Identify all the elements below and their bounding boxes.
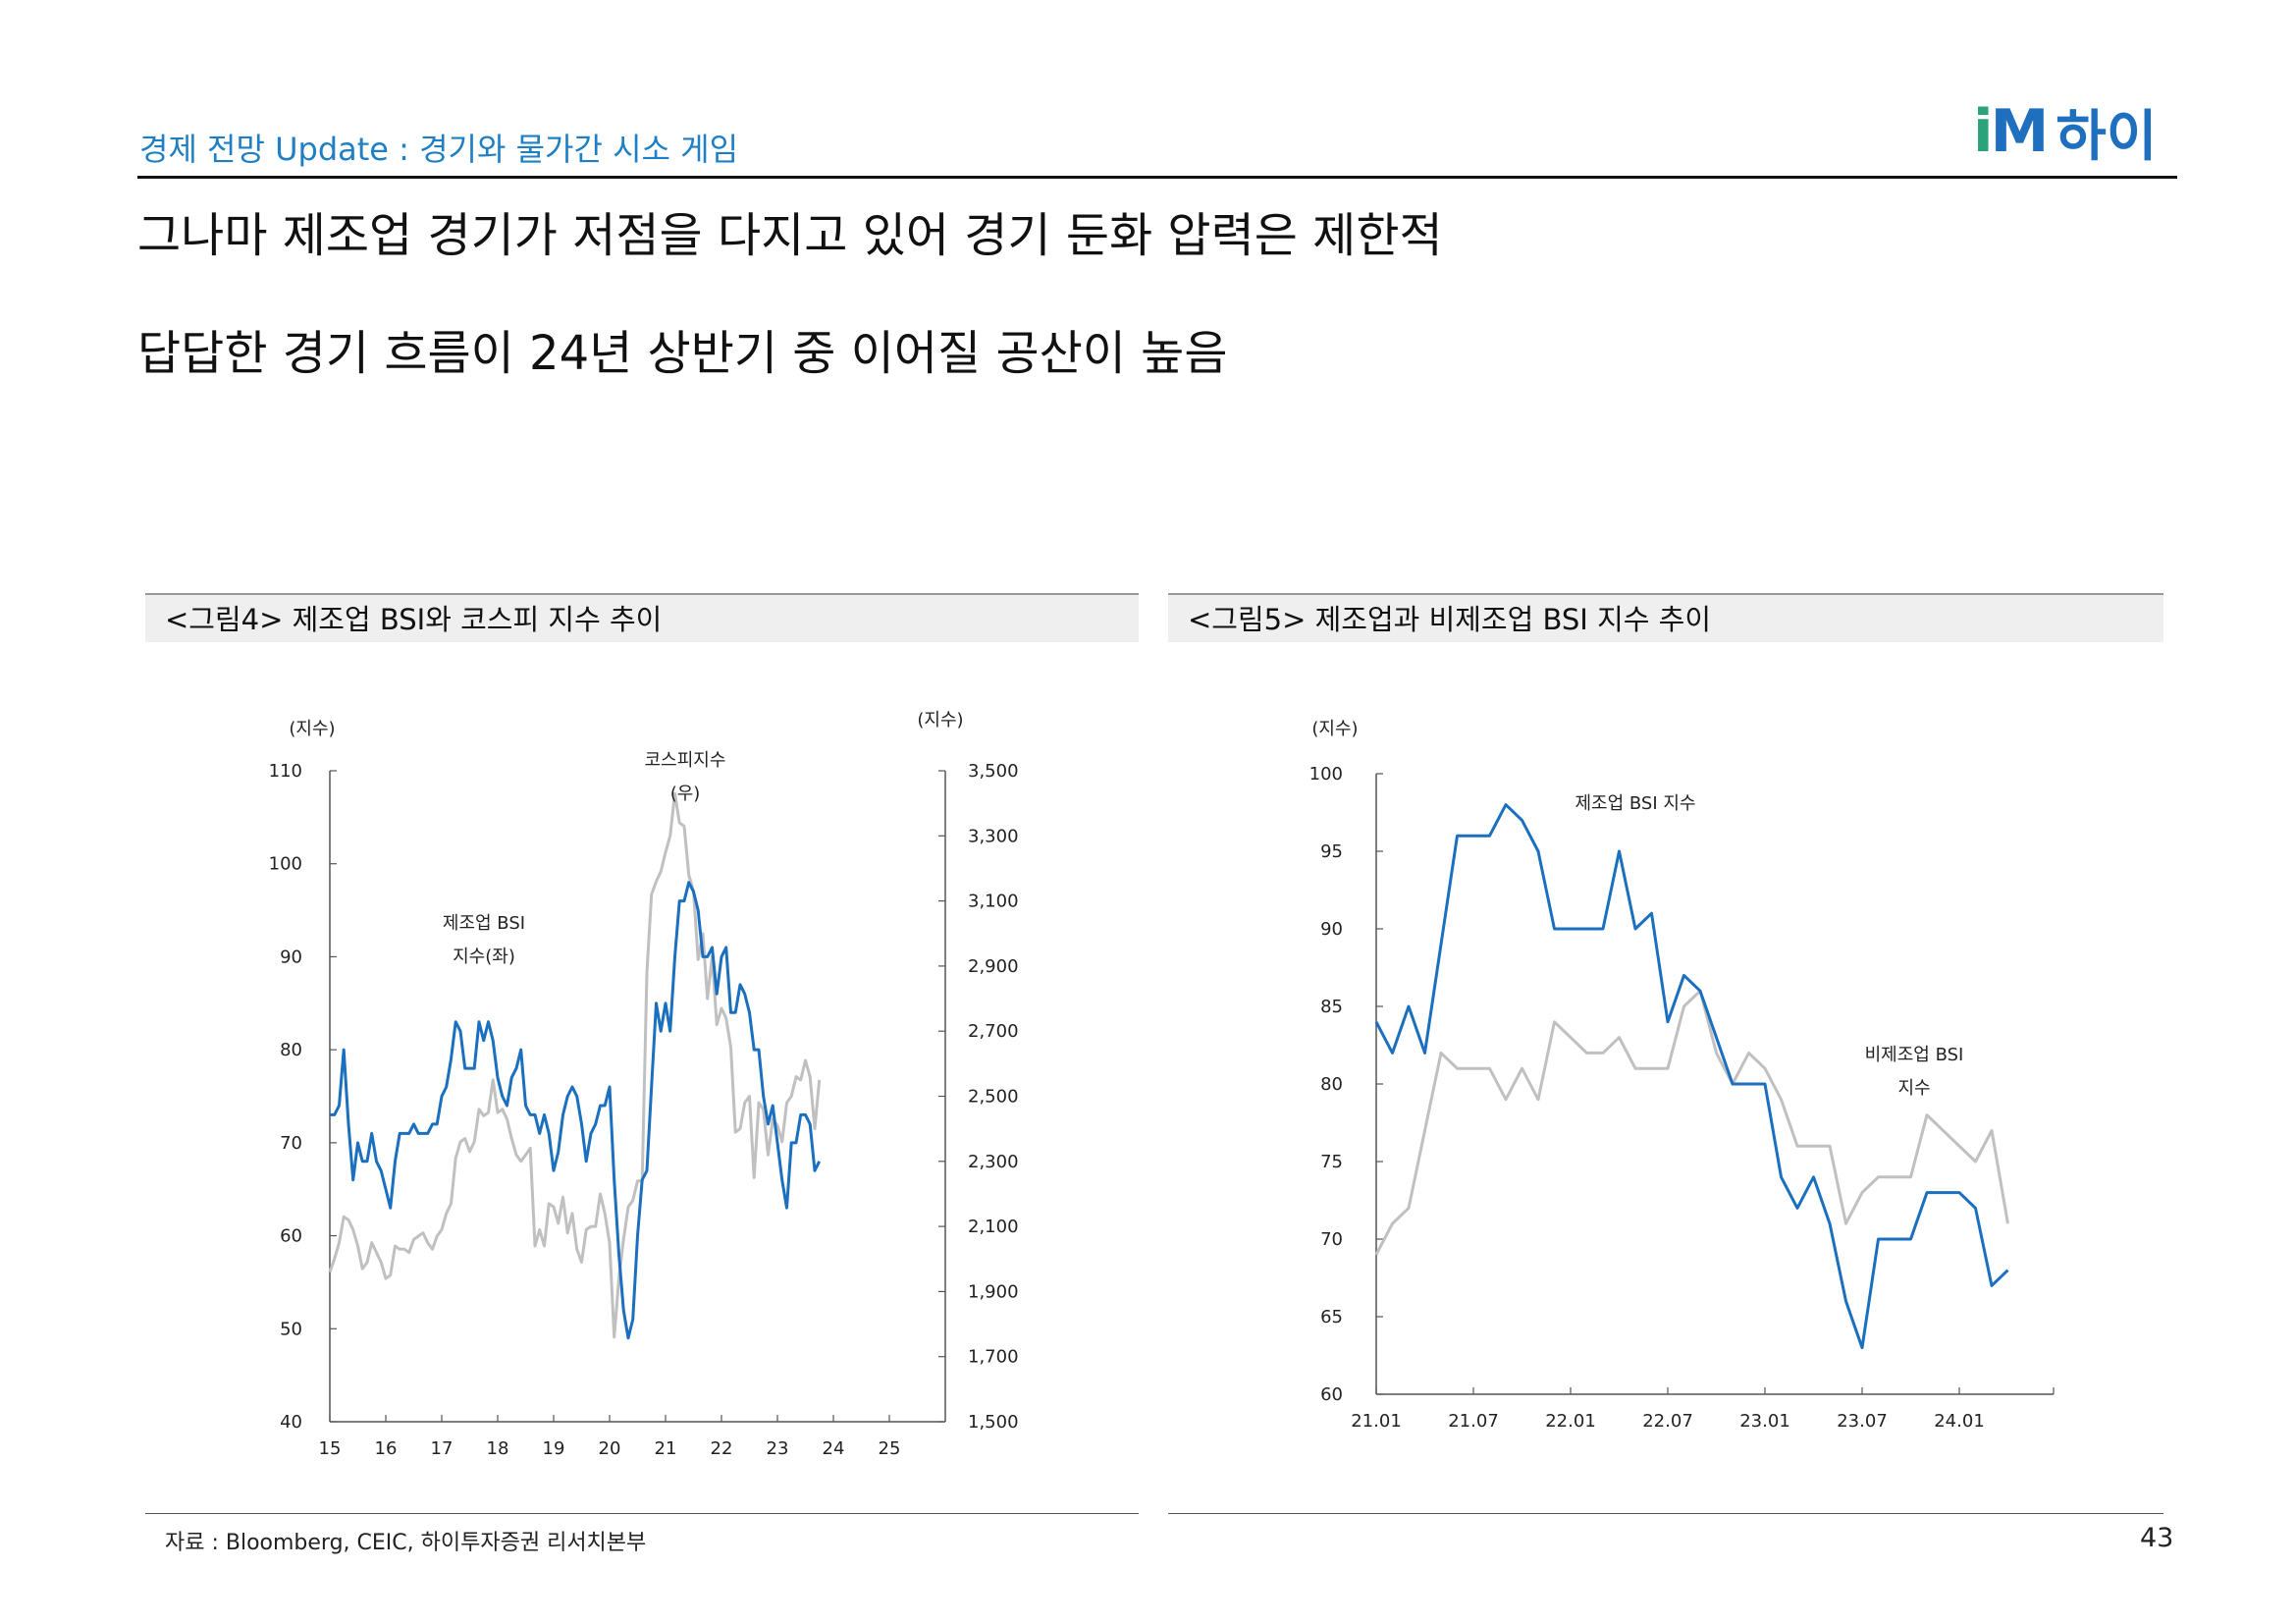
left-y-tick-label: 90 [280,947,302,967]
x-tick-label: 23.07 [1837,1411,1888,1432]
right-y-tick-label: 2,300 [968,1152,1019,1172]
series-label-bsi-line2: 지수(좌) [453,947,515,967]
x-tick-label: 18 [487,1438,509,1459]
series-label-manufacturing-bsi: 제조업 BSI 지수 [1575,793,1695,814]
x-tick-label: 22.07 [1642,1411,1693,1432]
y-tick-label: 95 [1320,841,1343,862]
logo-mark: iM [1973,97,2050,166]
chart-1-title: <그림4> 제조업 BSI와 코스피 지수 추이 [145,593,1139,642]
left-y-tick-label: 110 [269,761,302,782]
series-label-kospi-line1: 코스피지수 [645,750,726,771]
x-tick-label: 24 [823,1438,845,1459]
logo-mark-i: i [1973,97,1994,166]
series-line-nonmanufacturing-bsi [1374,989,2009,1256]
right-y-tick-label: 1,700 [968,1347,1019,1368]
right-y-tick-label: 3,300 [968,826,1019,846]
series-label-nonmfg-line1: 비제조업 BSI [1865,1045,1964,1065]
y-axis-unit: (지수) [1311,719,1358,739]
x-tick-label: 23 [767,1438,789,1459]
left-y-tick-label: 100 [269,854,302,875]
right-y-tick-label: 3,100 [968,892,1019,912]
left-y-tick-label: 80 [280,1040,302,1060]
headline-2: 답답한 경기 흐름이 24년 상반기 중 이어질 공산이 높음 [137,326,1228,381]
right-y-tick-label: 1,500 [968,1412,1019,1433]
series-label-nonmfg-line2: 지수 [1897,1078,1930,1099]
logo-name: 하이 [2056,104,2158,169]
x-tick-label: 16 [375,1438,398,1459]
x-tick-label: 22.01 [1545,1411,1596,1432]
chart-2-title: <그림5> 제조업과 비제조업 BSI 지수 추이 [1168,593,2163,642]
right-y-tick-label: 2,100 [968,1217,1019,1237]
x-tick-label: 25 [879,1438,901,1459]
bsi-kospi-chart: (지수) (지수) 40 50 60 70 80 90 100 110 1,500 1,700 1,90… [269,710,1019,1459]
x-tick-label: 22 [711,1438,733,1459]
y-tick-label: 75 [1320,1152,1343,1172]
x-tick-label: 17 [431,1438,454,1459]
report-subtitle: 경제 전망 Update : 경기와 물가간 시소 게임 [139,131,739,168]
x-tick-label: 21 [655,1438,677,1459]
y-tick-label: 100 [1309,764,1343,785]
header-divider [137,176,2177,179]
x-tick-label: 24.01 [1934,1411,1985,1432]
left-axis-unit: (지수) [289,719,335,739]
left-y-tick-label: 50 [280,1319,302,1339]
y-tick-label: 90 [1320,919,1343,940]
y-tick-label: 65 [1320,1307,1343,1327]
series-line-kospi [328,791,822,1339]
x-tick-label: 21.07 [1448,1411,1499,1432]
company-logo: iM 하이 [1973,97,2157,169]
right-y-tick-label: 3,500 [968,761,1019,782]
left-y-tick-label: 70 [280,1133,302,1154]
right-axis-unit: (지수) [917,710,963,731]
left-y-tick-label: 40 [280,1412,302,1433]
right-y-tick-label: 1,900 [968,1281,1019,1302]
right-y-tick-label: 2,700 [968,1021,1019,1042]
series-label-kospi-line2: (우) [670,784,701,804]
logo-mark-m: M [1990,97,2050,166]
right-y-tick-label: 2,500 [968,1087,1019,1108]
series-line-manufacturing-bsi [1374,803,2009,1350]
y-tick-label: 80 [1320,1074,1343,1095]
x-tick-label: 21.01 [1351,1411,1402,1432]
source-note: 자료 : Bloomberg, CEIC, 하이투자증권 리서치본부 [165,1531,647,1555]
y-tick-label: 70 [1320,1229,1343,1250]
series-line-manufacturing-bsi [330,881,822,1340]
x-tick-label: 20 [599,1438,621,1459]
x-tick-label: 23.01 [1739,1411,1790,1432]
y-tick-label: 85 [1320,997,1343,1017]
y-tick-label: 60 [1320,1384,1343,1405]
x-tick-label: 19 [543,1438,565,1459]
right-y-tick-label: 2,900 [968,956,1019,977]
headline-1: 그나마 제조업 경기가 저점을 다지고 있어 경기 둔화 압력은 제한적 [137,208,1443,263]
footer-divider-right [1168,1513,2163,1514]
page-number: 43 [2140,1523,2174,1553]
x-tick-label: 15 [319,1438,342,1459]
series-label-bsi-line1: 제조업 BSI [443,913,525,934]
footer-divider-left [145,1513,1139,1514]
mfg-nonmfg-bsi-chart: (지수) 60 65 70 75 80 85 90 95 100 21.01 21.07 22.01 22… [1309,719,2055,1432]
left-y-tick-label: 60 [280,1226,302,1247]
